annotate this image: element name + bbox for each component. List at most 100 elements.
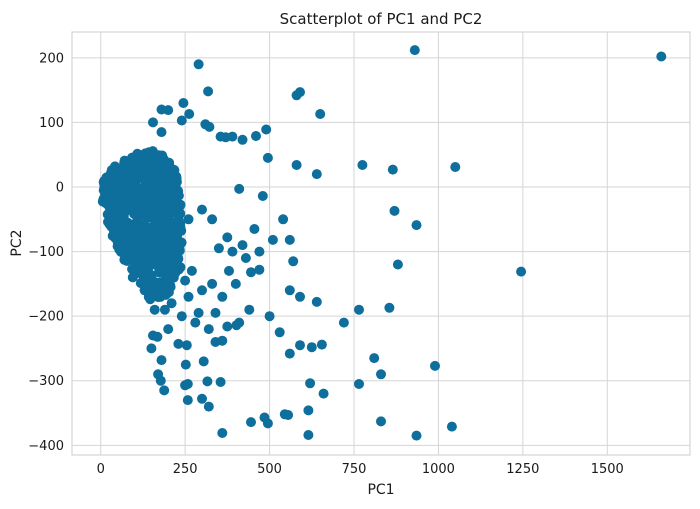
data-point xyxy=(146,343,157,354)
data-point xyxy=(114,223,125,234)
data-point xyxy=(147,257,158,268)
data-point xyxy=(176,115,187,126)
data-point xyxy=(166,298,177,309)
data-point xyxy=(295,87,305,98)
data-point xyxy=(106,203,117,214)
data-point xyxy=(197,393,207,404)
data-point xyxy=(159,385,170,396)
data-point xyxy=(222,321,233,332)
data-point xyxy=(204,121,215,132)
data-point xyxy=(119,164,130,175)
data-point xyxy=(156,127,167,138)
x-tick-label: 500 xyxy=(257,462,282,477)
data-point xyxy=(303,405,314,416)
data-point xyxy=(163,105,174,116)
data-point xyxy=(163,248,174,259)
data-point xyxy=(181,340,192,351)
data-point xyxy=(157,204,168,215)
data-point xyxy=(262,418,273,429)
data-point xyxy=(215,377,226,387)
data-point xyxy=(130,179,141,190)
data-point xyxy=(237,240,248,251)
data-point xyxy=(197,204,207,215)
data-points xyxy=(97,45,667,441)
x-tick-label: 250 xyxy=(173,462,198,477)
data-point xyxy=(311,296,322,307)
data-point xyxy=(217,291,228,302)
data-point xyxy=(284,234,295,245)
data-point xyxy=(127,272,138,283)
data-point xyxy=(197,285,207,296)
data-point xyxy=(193,307,204,318)
data-point xyxy=(217,335,228,346)
data-point xyxy=(139,244,150,255)
data-point xyxy=(164,157,175,168)
data-point xyxy=(284,348,295,359)
data-point xyxy=(354,379,364,389)
data-point xyxy=(155,152,166,163)
data-point xyxy=(316,339,327,350)
data-point xyxy=(152,331,163,342)
data-point xyxy=(227,246,238,257)
data-point xyxy=(137,184,148,195)
data-point xyxy=(251,131,261,141)
data-point xyxy=(104,219,115,230)
data-point xyxy=(143,227,154,238)
data-point xyxy=(153,369,164,380)
data-point xyxy=(146,272,157,283)
data-point xyxy=(392,259,403,270)
data-point xyxy=(264,311,275,322)
x-tick-label: 1250 xyxy=(506,462,539,477)
data-point xyxy=(173,338,184,349)
y-tick-label: 100 xyxy=(39,116,64,131)
x-tick-label: 1000 xyxy=(422,462,455,477)
data-point xyxy=(114,244,125,255)
data-point xyxy=(315,109,326,119)
data-point xyxy=(142,194,153,205)
data-point xyxy=(198,356,209,367)
data-point xyxy=(257,191,268,201)
data-point xyxy=(170,175,181,186)
data-point xyxy=(207,214,218,225)
data-point xyxy=(164,189,175,200)
data-point xyxy=(411,220,422,231)
data-point xyxy=(246,267,256,278)
data-point xyxy=(357,160,368,170)
data-point xyxy=(186,265,197,276)
data-point xyxy=(207,278,218,289)
data-point xyxy=(149,304,160,315)
data-point xyxy=(261,124,272,135)
data-point xyxy=(230,278,241,289)
data-point xyxy=(183,291,194,302)
data-point xyxy=(354,304,364,315)
data-point xyxy=(244,304,255,315)
data-point xyxy=(148,117,158,128)
data-point xyxy=(155,245,166,255)
data-point xyxy=(203,86,214,97)
data-point xyxy=(173,214,184,225)
data-point xyxy=(170,267,181,278)
data-point xyxy=(411,430,422,441)
data-point xyxy=(176,311,187,322)
data-point xyxy=(142,152,153,163)
data-point xyxy=(254,246,265,257)
data-point xyxy=(217,428,228,438)
data-point xyxy=(249,224,260,234)
x-tick-label: 1500 xyxy=(591,462,624,477)
data-point xyxy=(306,342,317,353)
data-point xyxy=(128,194,139,205)
y-tick-label: −300 xyxy=(28,374,64,389)
data-point xyxy=(389,205,400,216)
y-tick-label: −400 xyxy=(28,439,64,454)
data-point xyxy=(118,235,129,245)
data-point xyxy=(183,214,194,225)
data-point xyxy=(155,226,166,237)
data-point xyxy=(234,183,245,194)
data-point xyxy=(262,152,273,163)
data-point xyxy=(127,239,138,250)
data-point xyxy=(450,162,461,172)
data-point xyxy=(150,281,161,292)
data-point xyxy=(161,276,172,287)
data-point xyxy=(338,317,349,328)
